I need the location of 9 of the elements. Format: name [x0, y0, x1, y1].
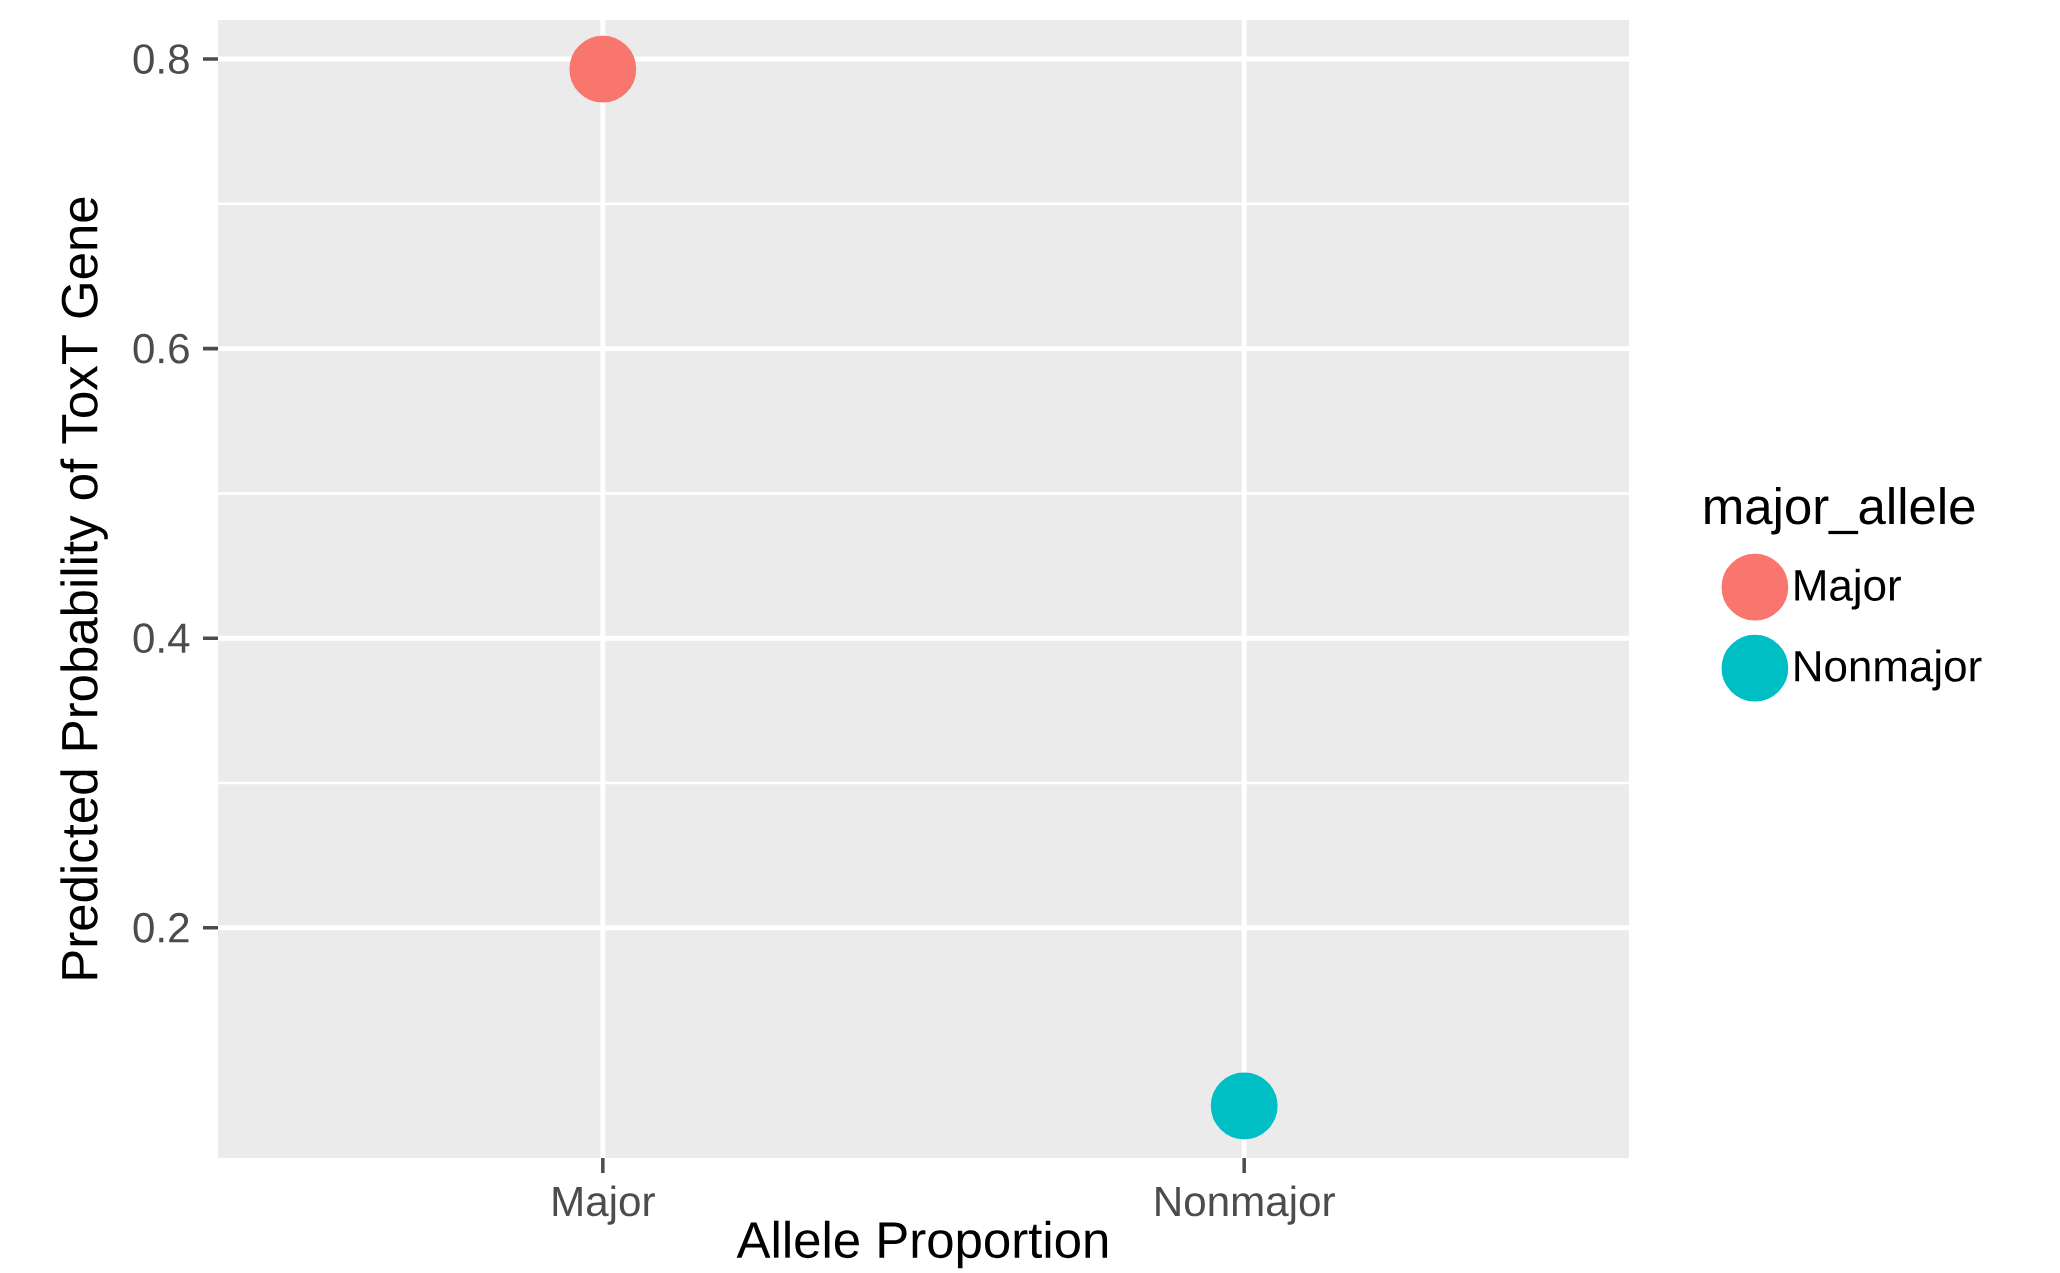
legend-title: major_allele — [1705, 487, 1975, 535]
y-tick-label: 0.6 — [133, 333, 189, 364]
y-axis-title: Predicted Probability of ToxT Gene — [60, 197, 108, 979]
legend-label: Major — [1795, 568, 1901, 610]
x-axis-title: Allele Proportion — [736, 1220, 1108, 1269]
legend-label: Nonmajor — [1795, 649, 1982, 691]
y-tick-label: 0.8 — [133, 44, 189, 74]
y-tick-label: 0.2 — [133, 912, 189, 943]
y-tick-label: 0.4 — [133, 623, 190, 654]
